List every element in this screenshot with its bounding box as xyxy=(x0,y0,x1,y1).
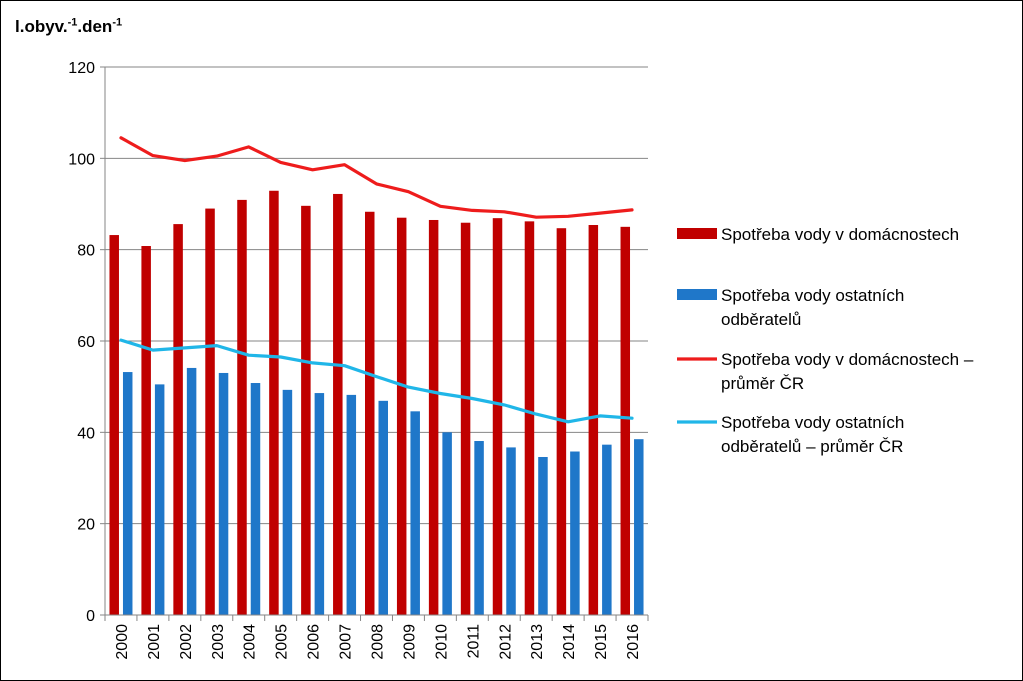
lines-group xyxy=(119,136,634,424)
bar-households-2015 xyxy=(588,225,599,616)
x-tick-label-2003: 2003 xyxy=(210,624,227,660)
bar-households-2003 xyxy=(205,208,215,616)
bar-households-2008 xyxy=(365,211,375,615)
bar-other-2014 xyxy=(570,451,580,615)
y-tick-label: 80 xyxy=(77,243,95,260)
legend-households-average-label: průměr ČR xyxy=(721,374,804,393)
bar-other-2012 xyxy=(506,447,516,615)
unit-label-base-2: .den xyxy=(77,17,113,36)
x-tick-label-2005: 2005 xyxy=(274,624,291,660)
bar-households-2002 xyxy=(173,224,183,616)
x-tick-label-2014: 2014 xyxy=(561,624,578,660)
x-tick-label-2012: 2012 xyxy=(497,624,514,660)
bar-other-2008 xyxy=(378,400,388,615)
bar-households-2000 xyxy=(109,235,119,615)
bar-households-2007 xyxy=(333,193,343,615)
x-tick-label-2004: 2004 xyxy=(242,624,259,660)
bar-households-2004 xyxy=(237,199,247,615)
bar-other-2011 xyxy=(474,441,484,615)
bar-households-2016 xyxy=(620,226,631,616)
bar-other-2003 xyxy=(218,372,229,615)
legend-households-swatch xyxy=(677,228,717,239)
x-tick-label-2000: 2000 xyxy=(114,624,131,660)
x-tick-label-2002: 2002 xyxy=(178,624,195,660)
bar-other-2001 xyxy=(154,384,165,615)
y-axis-unit-label: l.obyv.-1.den-1 xyxy=(15,17,122,37)
x-tick-label-2016: 2016 xyxy=(625,624,642,660)
y-tick-label: 0 xyxy=(86,608,95,625)
x-tick-label-2001: 2001 xyxy=(146,624,163,660)
bar-other-2007 xyxy=(346,394,357,615)
bar-households-2013 xyxy=(524,221,535,615)
unit-label-exponent-1: -1 xyxy=(67,16,78,29)
axes-group: 0 20 40 60 80 100 120 2000 2001 2002 2003 2004 2005 2… xyxy=(68,60,649,660)
bars-group xyxy=(109,190,644,616)
gridlines xyxy=(105,66,648,525)
bar-other-2009 xyxy=(410,411,420,615)
x-tick-label-2006: 2006 xyxy=(306,624,323,660)
bar-other-2013 xyxy=(538,456,548,615)
bar-households-2005 xyxy=(269,190,279,616)
bar-households-2010 xyxy=(428,219,439,615)
y-tick-label: 40 xyxy=(77,425,95,442)
y-tick-label: 60 xyxy=(77,334,95,351)
x-tick-label-2007: 2007 xyxy=(338,624,355,660)
bar-other-2016 xyxy=(634,439,644,615)
bar-other-2005 xyxy=(282,389,293,615)
bar-other-2000 xyxy=(122,372,133,615)
line-other-cr-average xyxy=(119,338,634,424)
x-tick-label-2009: 2009 xyxy=(401,624,418,660)
y-tick-label: 100 xyxy=(68,151,95,168)
bar-households-2012 xyxy=(492,218,503,615)
legend-other-average-label: odběratelů – průměr ČR xyxy=(721,437,903,456)
bar-households-2001 xyxy=(141,246,151,615)
x-tick-label-2008: 2008 xyxy=(370,624,387,660)
y-tick-label: 20 xyxy=(77,517,95,534)
y-tick-label: 120 xyxy=(68,60,95,77)
x-tick-label-2011: 2011 xyxy=(465,624,482,659)
legend-other-swatch xyxy=(677,289,717,300)
bar-households-2009 xyxy=(396,217,407,615)
legend: Spotřeba vody v domácnostech Spotřeba vod… xyxy=(677,225,974,456)
legend-other-label: odběratelů xyxy=(721,310,801,329)
legend-other-average-label: Spotřeba vody ostatních xyxy=(721,413,904,432)
bar-other-2006 xyxy=(314,393,325,615)
unit-label-exponent-2: -1 xyxy=(112,16,123,29)
x-tick-label-2015: 2015 xyxy=(593,624,610,660)
legend-households-average-label: Spotřeba vody v domácnostech – xyxy=(721,350,974,369)
line-households-cr-average xyxy=(119,136,634,219)
bar-other-2004 xyxy=(250,383,261,615)
bar-households-2006 xyxy=(301,205,311,615)
bar-other-2015 xyxy=(602,444,612,615)
legend-other-label: Spotřeba vody ostatních xyxy=(721,286,904,305)
legend-households-label: Spotřeba vody v domácnostech xyxy=(721,225,959,244)
bar-other-2002 xyxy=(186,367,197,615)
x-tick-label-2010: 2010 xyxy=(433,624,450,660)
x-tick-label-2013: 2013 xyxy=(529,624,546,660)
unit-label-base-1: l.obyv. xyxy=(15,17,68,36)
bar-other-2010 xyxy=(442,432,452,615)
bar-households-2011 xyxy=(460,222,471,615)
